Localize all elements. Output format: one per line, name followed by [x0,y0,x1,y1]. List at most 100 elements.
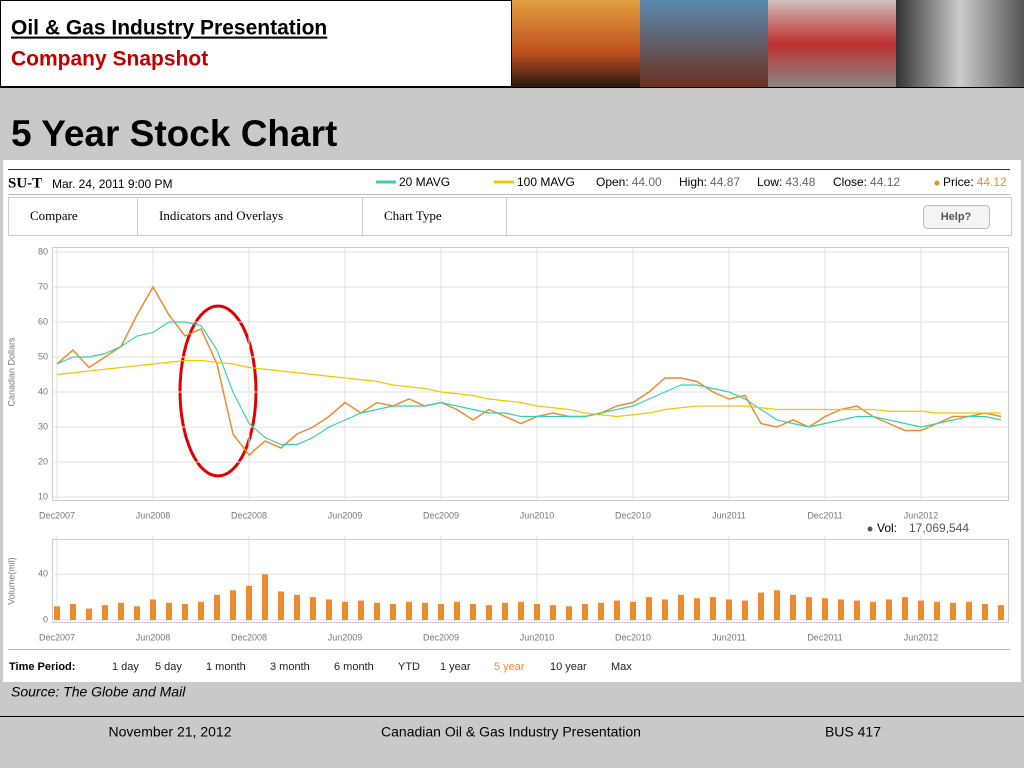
toolbar-item[interactable]: Chart Type [384,208,442,223]
volume-bar [198,601,204,620]
volume-bar [150,599,156,620]
volume-bar [870,601,876,620]
volume-bar [182,604,188,620]
quote-value: 44.12 [977,175,1007,189]
plot-frame [52,539,1009,623]
y-tick-label: 60 [38,316,48,326]
volume-bar [838,599,844,620]
legend-swatch [934,180,940,186]
photo [768,0,896,87]
plot-frame [52,247,1009,501]
x-tick-label: Jun2011 [712,510,746,520]
x-tick-label: Jun2008 [136,632,171,642]
volume-bar [86,608,92,620]
volume-bar [118,602,124,620]
volume-bar [678,594,684,620]
volume-bar [934,601,940,620]
x-tick-label: Dec2007 [39,632,75,642]
toolbar [8,197,1012,236]
volume-bar [54,606,60,620]
symbol: SU-T [8,175,42,191]
volume-bar [742,600,748,620]
highlight-ellipse [178,304,258,478]
volume-bar [374,602,380,620]
volume-bar [950,602,956,620]
volume-bar [358,600,364,620]
time-period-option[interactable]: 3 month [270,661,310,673]
time-period-option[interactable]: 5 day [155,661,182,673]
y-tick-label: 30 [38,421,48,431]
photo [640,0,768,87]
volume-bar [854,600,860,620]
volume-bar [342,601,348,620]
x-tick-label: Dec2011 [807,632,842,642]
x-tick-label: Dec2011 [807,510,842,520]
help-button[interactable] [923,205,990,229]
y-tick-label: 40 [38,569,48,579]
volume-bar [310,597,316,620]
vol-value: 17,069,544 [909,521,969,535]
toolbar-item[interactable]: Compare [30,208,78,223]
volume-bar [598,602,604,620]
photo [896,0,1024,87]
volume-bar [486,605,492,620]
time-period-option[interactable]: YTD [398,661,420,673]
y-axis-label: Volume(mil) [6,557,16,605]
volume-bar [614,600,620,620]
y-tick-label: 80 [38,246,48,256]
source: Source: The Globe and Mail [11,684,186,700]
volume-bar [790,594,796,620]
volume-bar [646,597,652,620]
quote-value: 44.00 [632,175,662,189]
header-box [0,0,512,87]
volume-bar [966,601,972,620]
vol-dot [867,526,873,532]
time-period-option[interactable]: 1 day [112,661,139,673]
time-period-option[interactable]: Max [611,661,632,673]
volume-bar [710,597,716,620]
volume-bar [438,604,444,620]
series-line [56,359,1001,418]
y-tick-label: 10 [38,491,48,501]
volume-bar [774,590,780,620]
volume-bar [630,601,636,620]
volume-bar [230,590,236,620]
volume-bar [134,606,140,620]
x-tick-label: Dec2008 [231,510,267,520]
x-tick-label: Dec2010 [615,632,651,642]
time-period-option[interactable]: 1 month [206,661,246,673]
y-tick-label: 50 [38,351,48,361]
volume-bar [998,605,1004,620]
time-period-option[interactable]: 6 month [334,661,374,673]
quote-label: Open: [596,175,629,189]
y-tick-label: 20 [38,456,48,466]
x-tick-label: Dec2008 [231,632,267,642]
y-axis-label: Canadian Dollars [6,337,16,407]
volume-bar [822,598,828,620]
x-tick-label: Jun2009 [328,510,363,520]
volume-bar [982,604,988,620]
time-period-option[interactable]: 1 year [440,661,471,673]
volume-bar [214,594,220,620]
x-tick-label: Dec2009 [423,510,459,520]
volume-bar [294,594,300,620]
volume-bar [662,599,668,620]
quote-value: 44.87 [710,175,740,189]
y-tick-label: 40 [38,386,48,396]
header-subtitle: Company Snapshot [11,48,208,71]
x-tick-label: Dec2009 [423,632,459,642]
quote-label: Low: [757,175,782,189]
volume-bar [694,598,700,620]
volume-bar [918,600,924,620]
help-button-label[interactable]: Help? [941,211,972,223]
header-title: Oil & Gas Industry Presentation [11,17,327,40]
footer-course: BUS 417 [825,724,881,740]
vol-label: Vol: [877,521,897,535]
time-period-option[interactable]: 5 year [494,661,525,673]
volume-bar [70,604,76,620]
x-tick-label: Jun2010 [520,632,555,642]
toolbar-item[interactable]: Indicators and Overlays [159,208,283,223]
series-line [56,321,1002,446]
time-period-option[interactable]: 10 year [550,661,587,673]
